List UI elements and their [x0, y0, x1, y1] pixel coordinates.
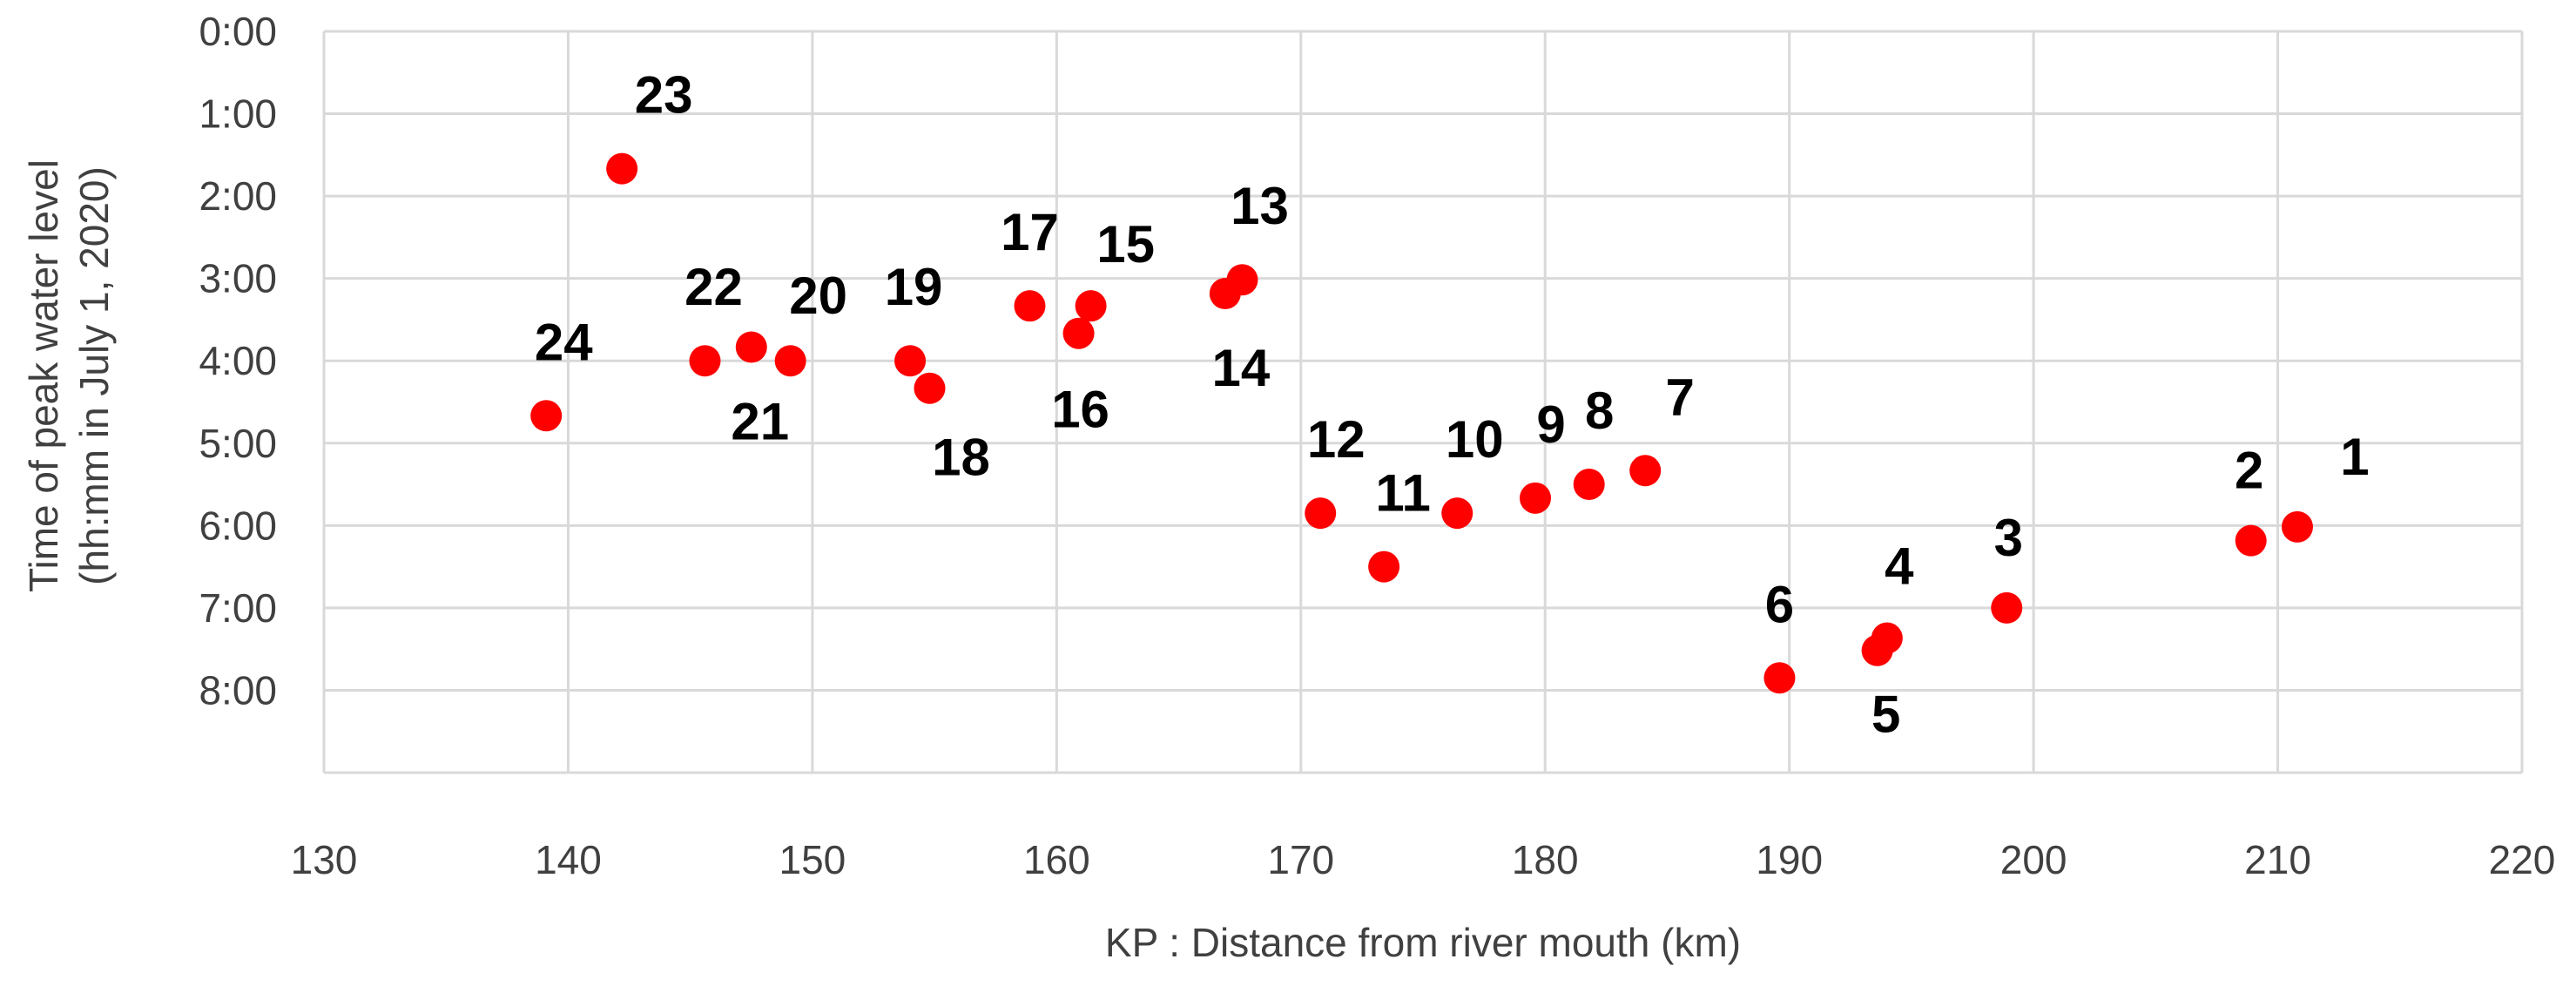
point-label-22: 22: [684, 258, 743, 316]
data-point-6: [1763, 662, 1796, 694]
data-point-7: [1629, 455, 1662, 487]
data-point-10: [1441, 497, 1473, 530]
point-label-4: 4: [1885, 537, 1914, 596]
grid-layer: [322, 30, 2524, 774]
x-tick-label: 130: [291, 837, 358, 882]
point-label-12: 12: [1307, 410, 1366, 469]
point-label-23: 23: [635, 66, 693, 125]
point-label-17: 17: [1001, 203, 1059, 261]
x-tick-label: 170: [1267, 837, 1334, 882]
y-tick-label: 7:00: [199, 585, 277, 631]
data-point-11: [1368, 551, 1400, 583]
point-label-6: 6: [1765, 575, 1794, 633]
point-label-8: 8: [1585, 382, 1614, 440]
point-label-16: 16: [1051, 381, 1109, 439]
y-tick-label: 3:00: [199, 256, 277, 301]
data-point-23: [606, 152, 638, 185]
point-label-11: 11: [1375, 464, 1430, 523]
x-tick-label: 210: [2244, 837, 2311, 882]
x-tick-label: 180: [1512, 837, 1579, 882]
x-tick-label: 160: [1023, 837, 1090, 882]
data-point-14: [1209, 278, 1241, 310]
point-label-13: 13: [1231, 177, 1289, 235]
data-point-2: [2235, 524, 2267, 557]
data-point-17: [1014, 290, 1046, 322]
data-point-5: [1861, 634, 1893, 666]
tick-label-layer: 130 140 150 160 170 180 190 200 210 2200:001:002:…: [199, 9, 2555, 882]
point-label-19: 19: [885, 258, 943, 316]
x-tick-label: 190: [1756, 837, 1823, 882]
point-label-10: 10: [1446, 410, 1504, 469]
point-layer: [530, 152, 2313, 694]
y-tick-label: 0:00: [199, 9, 277, 54]
y-axis-title-line: (hh:mm in July 1, 2020): [71, 166, 117, 585]
x-tick-label: 200: [2000, 837, 2067, 882]
data-point-3: [1991, 591, 2023, 624]
point-label-15: 15: [1096, 215, 1155, 274]
point-label-2: 2: [2235, 442, 2263, 500]
data-point-22: [689, 345, 721, 377]
x-axis-title: KP : Distance from river mouth (km): [1105, 920, 1741, 965]
point-label-1: 1: [2340, 428, 2369, 486]
y-tick-label: 8:00: [199, 667, 277, 713]
y-axis-title-line: Time of peak water level: [21, 159, 66, 592]
data-point-21: [735, 331, 767, 363]
y-tick-label: 6:00: [199, 503, 277, 548]
y-tick-label: 5:00: [199, 421, 277, 466]
point-label-21: 21: [731, 392, 789, 450]
x-tick-label: 150: [779, 837, 846, 882]
y-axis-title: Time of peak water level (hh:mm in July 1…: [21, 159, 117, 592]
data-point-12: [1305, 497, 1337, 530]
x-tick-label: 220: [2489, 837, 2556, 882]
data-point-8: [1573, 469, 1605, 501]
point-label-18: 18: [932, 429, 990, 487]
data-point-15: [1075, 290, 1107, 322]
point-label-9: 9: [1536, 395, 1565, 454]
point-label-24: 24: [535, 313, 593, 371]
x-tick-label: 140: [535, 837, 602, 882]
data-point-19: [894, 345, 927, 377]
data-point-20: [774, 345, 806, 377]
data-point-18: [914, 372, 946, 404]
y-tick-label: 2:00: [199, 173, 277, 219]
y-tick-label: 4:00: [199, 338, 277, 383]
point-label-5: 5: [1871, 686, 1900, 744]
point-label-14: 14: [1211, 339, 1270, 397]
data-point-9: [1520, 482, 1552, 514]
data-point-16: [1062, 317, 1095, 349]
point-label-3: 3: [1994, 509, 2023, 567]
point-label-7: 7: [1666, 368, 1695, 426]
y-tick-label: 1:00: [199, 91, 277, 137]
point-label-20: 20: [789, 267, 847, 325]
data-point-24: [530, 400, 563, 432]
data-point-1: [2281, 510, 2313, 543]
